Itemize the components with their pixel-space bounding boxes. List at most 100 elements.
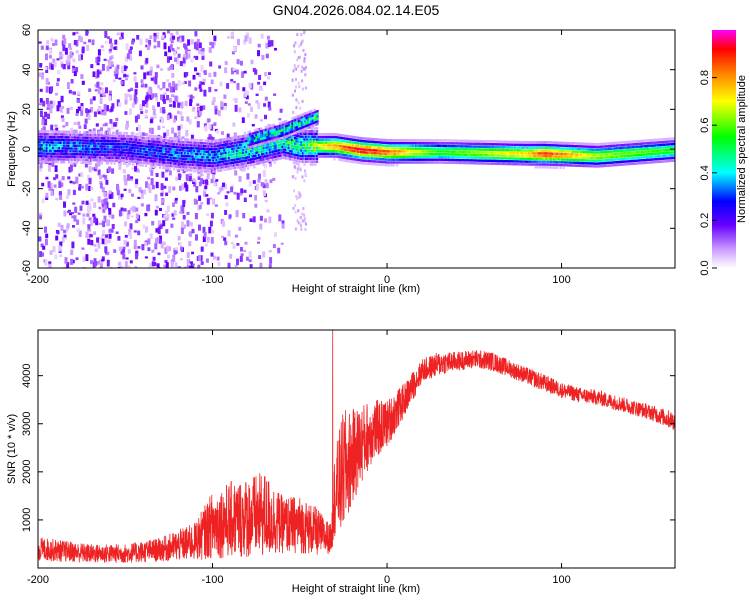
ridge-cell [378, 146, 381, 150]
ridge-cell [534, 141, 537, 144]
noise-cell [55, 235, 59, 241]
noise-cell [303, 60, 306, 64]
noise-cell [197, 107, 201, 112]
ridge-cell [496, 157, 499, 160]
ridge-cell [468, 139, 471, 143]
ridge-cell [311, 149, 314, 152]
ridge-cell [154, 146, 157, 149]
noise-cell [50, 86, 54, 93]
noise-cell [145, 181, 149, 188]
noise-cell [239, 193, 243, 196]
ridge-cell [443, 147, 446, 150]
ridge-cell [413, 144, 416, 147]
noise-cell [250, 59, 254, 65]
ridge-cell [231, 156, 234, 159]
ridge-cell [270, 159, 273, 162]
ridge-cell [496, 148, 499, 152]
ridge-cell [303, 160, 306, 163]
ridge-cell [535, 163, 539, 166]
ridge-cell [78, 136, 81, 139]
noise-cell [118, 261, 122, 267]
ridge-cell [419, 158, 422, 161]
ridge-cell [369, 157, 372, 160]
ridge-cell [253, 163, 256, 166]
ridge-cell [173, 145, 176, 149]
ridge-cell [149, 165, 152, 168]
ridge-cell [402, 141, 405, 145]
ridge-cell [152, 157, 155, 160]
ridge-cell [447, 161, 451, 164]
ridge-cell [119, 131, 122, 135]
ridge-cell [50, 149, 53, 153]
ridge-cell [471, 159, 474, 162]
ridge-cell [325, 149, 328, 153]
noise-cell [99, 93, 103, 98]
ridge-cell [93, 136, 96, 140]
noise-cell [128, 228, 132, 236]
ridge-cell [528, 163, 531, 166]
ridge-cell [246, 150, 250, 154]
ridge-cell [140, 155, 143, 159]
ridge-cell [155, 141, 158, 144]
ridge-cell [67, 139, 70, 142]
ridge-cell [82, 161, 85, 164]
ridge-cell [466, 161, 469, 165]
ridge-cell [195, 169, 198, 172]
noise-cell [264, 72, 268, 77]
ridge-cell [458, 159, 462, 162]
ridge-cell [440, 139, 443, 142]
ridge-cell [469, 150, 473, 154]
ridge-cell [93, 159, 96, 162]
noise-cell [47, 103, 50, 107]
ridge-cell [251, 158, 254, 161]
noise-cell [81, 200, 85, 205]
ridge-cell [545, 163, 548, 166]
ridge-cell [476, 153, 479, 157]
noise-cell [40, 243, 44, 248]
ridge-cell [171, 156, 174, 159]
ridge-cell [303, 130, 306, 133]
noise-cell [75, 257, 79, 261]
noise-cell [87, 185, 91, 191]
ridge-cell [108, 131, 111, 134]
ridge-cell [50, 141, 53, 144]
noise-cell [295, 77, 297, 81]
ridge-cell [405, 139, 408, 142]
ridge-cell [193, 152, 196, 156]
ridge-cell [435, 150, 438, 153]
ridge-cell [261, 161, 264, 164]
ridge-cell [228, 159, 231, 162]
noise-cell [301, 219, 304, 223]
ridge-cell [229, 162, 232, 165]
ridge-cell [138, 141, 141, 145]
ridge-cell [143, 150, 146, 153]
ridge-cell [526, 163, 529, 166]
ridge-cell [253, 152, 256, 155]
ridge-cell [446, 144, 449, 148]
ridge-cell [349, 146, 352, 149]
noise-cell [264, 114, 267, 120]
ridge-cell [350, 160, 353, 163]
ridge-cell [455, 147, 458, 151]
ridge-cell [455, 156, 458, 159]
noise-cell [45, 53, 48, 61]
ridge-cell [245, 162, 248, 165]
ridge-cell [374, 149, 377, 152]
ridge-cell [507, 140, 510, 143]
ridge-cell [232, 155, 235, 159]
noise-cell [73, 40, 77, 45]
ridge-cell [462, 147, 465, 151]
ridge-cell [256, 159, 259, 163]
ridge-cell [441, 155, 444, 159]
ridge-cell [179, 149, 182, 152]
ridge-cell [218, 169, 221, 172]
ridge-cell [56, 135, 59, 139]
ridge-cell [546, 166, 550, 169]
ridge-cell [155, 163, 158, 166]
ridge-cell [339, 147, 342, 151]
noise-cell [72, 225, 75, 228]
ridge-cell [154, 143, 157, 146]
ridge-cell [210, 139, 213, 143]
ridge-cell [393, 164, 396, 167]
ridge-cell [382, 160, 385, 164]
